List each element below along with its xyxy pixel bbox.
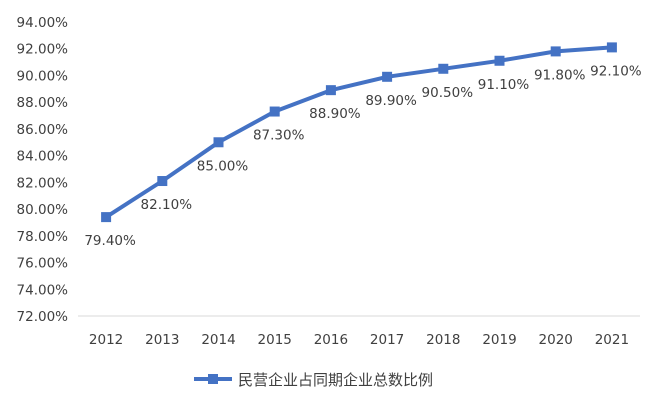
y-tick-label: 76.00% <box>17 256 69 272</box>
data-label: 85.00% <box>197 158 249 174</box>
data-label: 89.90% <box>365 93 417 109</box>
data-point-marker <box>382 71 393 82</box>
y-tick-label: 80.00% <box>17 202 69 218</box>
data-point-marker <box>438 63 449 74</box>
data-point-marker <box>325 85 336 96</box>
x-tick-label: 2013 <box>145 332 179 348</box>
data-label: 88.90% <box>309 106 361 122</box>
y-tick-label: 88.00% <box>17 95 69 111</box>
x-tick-label: 2021 <box>595 332 629 348</box>
x-tick-label: 2018 <box>426 332 460 348</box>
y-tick-label: 74.00% <box>17 282 69 298</box>
data-point-marker <box>550 46 561 57</box>
legend-label: 民营企业占同期企业总数比例 <box>238 371 433 389</box>
y-tick-label: 92.00% <box>17 42 69 58</box>
data-label: 79.40% <box>84 233 136 249</box>
y-tick-label: 72.00% <box>17 309 69 325</box>
series-markers <box>101 42 617 223</box>
data-point-marker <box>157 176 168 187</box>
y-tick-label: 90.00% <box>17 68 69 84</box>
data-point-marker <box>269 106 280 117</box>
data-point-marker <box>494 55 505 66</box>
y-tick-label: 82.00% <box>17 175 69 191</box>
data-label: 92.10% <box>590 63 642 79</box>
x-tick-label: 2020 <box>539 332 573 348</box>
x-tick-label: 2016 <box>314 332 348 348</box>
data-label: 91.10% <box>478 77 530 93</box>
data-label: 90.50% <box>422 85 474 101</box>
data-point-marker <box>606 42 617 53</box>
x-axis: 2012 2013 2014 2015 2016 2017 2018 2019 2020 2021 <box>89 332 629 348</box>
x-tick-label: 2012 <box>89 332 123 348</box>
data-labels: 79.40% 82.10% 85.00%87.30%88.90%89.90% 90.5… <box>84 63 641 249</box>
data-label: 82.10% <box>141 197 193 213</box>
legend-marker-swatch <box>208 374 218 384</box>
y-tick-label: 86.00% <box>17 122 69 138</box>
x-tick-label: 2019 <box>482 332 516 348</box>
data-label: 91.80% <box>534 67 586 83</box>
x-tick-label: 2017 <box>370 332 404 348</box>
y-tick-label: 78.00% <box>17 229 69 245</box>
data-label: 87.30% <box>253 128 305 144</box>
y-axis: 72.00% 74.00% 76.00% 78.00% 80.00% 82.00% 84.0… <box>17 15 69 325</box>
data-point-marker <box>101 212 112 223</box>
y-tick-label: 94.00% <box>17 15 69 31</box>
data-point-marker <box>213 137 224 148</box>
legend: 民营企业占同期企业总数比例 <box>194 371 433 389</box>
series-line <box>104 45 614 220</box>
y-tick-label: 84.00% <box>17 149 69 165</box>
x-tick-label: 2014 <box>201 332 235 348</box>
x-tick-label: 2015 <box>258 332 292 348</box>
